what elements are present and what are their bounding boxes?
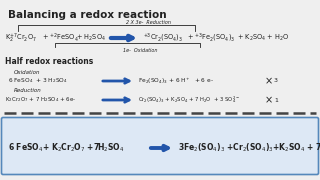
Text: + K$_2$SO$_4$ + H$_2$O: + K$_2$SO$_4$ + H$_2$O: [237, 33, 290, 43]
Text: 6 FeSO$_4$+ K$_2$Cr$_2$O$_7$ +7H$_2$SO$_4$: 6 FeSO$_4$+ K$_2$Cr$_2$O$_7$ +7H$_2$SO$_…: [8, 142, 124, 154]
Text: $\times$: $\times$: [264, 76, 273, 86]
Text: + H$_2$SO$_4$: + H$_2$SO$_4$: [76, 33, 106, 43]
FancyBboxPatch shape: [2, 118, 318, 174]
Text: 1e-  Oxidation: 1e- Oxidation: [123, 48, 157, 53]
Text: + $^{+3}$Fe$_2$(SO$_4$)$_3$: + $^{+3}$Fe$_2$(SO$_4$)$_3$: [187, 32, 235, 44]
Text: 3Fe$_2$(SO$_4$)$_3$ +Cr$_2$(SO$_4$)$_3$+K$_2$SO$_4$ + 7 H$_2$O: 3Fe$_2$(SO$_4$)$_3$ +Cr$_2$(SO$_4$)$_3$+…: [178, 142, 320, 154]
Text: 1: 1: [274, 98, 278, 102]
Text: Oxidation: Oxidation: [14, 69, 41, 75]
Text: Fe$_2$(SO$_4$)$_3$ + 6 H$^+$  + 6 e-: Fe$_2$(SO$_4$)$_3$ + 6 H$^+$ + 6 e-: [138, 76, 214, 86]
Text: Reduction: Reduction: [14, 89, 42, 93]
Text: 2 X 3e-  Reduction: 2 X 3e- Reduction: [125, 19, 171, 24]
Text: + $^{+2}$FeSO$_4$: + $^{+2}$FeSO$_4$: [42, 32, 79, 44]
Text: K$_2^{+7}$Cr$_2$O$_7$: K$_2^{+7}$Cr$_2$O$_7$: [5, 31, 37, 45]
Text: Balancing a redox reaction: Balancing a redox reaction: [8, 10, 167, 20]
Text: 3: 3: [274, 78, 278, 84]
Text: K$_2$Cr$_2$O$_7$ + 7 H$_2$SO$_4$ + 6e-: K$_2$Cr$_2$O$_7$ + 7 H$_2$SO$_4$ + 6e-: [5, 96, 76, 104]
Text: $\times$: $\times$: [264, 95, 273, 105]
Text: Cr$_2$(SO$_4$)$_3$ + K$_2$SO$_4$ + 7 H$_2$O  + 3 SO$_4^{2-}$: Cr$_2$(SO$_4$)$_3$ + K$_2$SO$_4$ + 7 H$_…: [138, 95, 240, 105]
Text: Half redox reactions: Half redox reactions: [5, 57, 93, 66]
Text: 6 FeSO$_4$  + 3 H$_2$SO$_4$: 6 FeSO$_4$ + 3 H$_2$SO$_4$: [8, 76, 68, 86]
Text: $^{+3}$Cr$_2$(SO$_4$)$_3$: $^{+3}$Cr$_2$(SO$_4$)$_3$: [143, 32, 183, 44]
